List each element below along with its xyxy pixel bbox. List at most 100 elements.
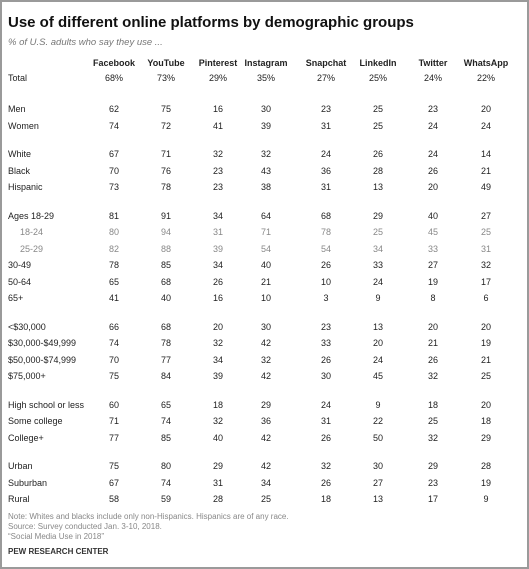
cell: 13 [372,321,384,332]
cell: 32 [260,149,272,159]
cell: 34 [372,243,384,254]
cell: 27 [372,477,384,488]
cell: 39 [212,371,224,381]
cell: 78 [108,260,120,270]
cell: 74 [108,338,120,348]
cell: 23 [212,182,224,192]
cell: 32 [320,461,332,471]
cell: 62 [108,104,120,114]
cell: 42 [260,432,272,443]
cell: 20 [427,182,439,192]
cell: 6 [483,293,489,303]
cell: 39 [260,120,272,131]
cell: 42 [260,338,272,348]
cell: 50 [372,432,384,443]
cell: 71 [108,416,120,426]
title: Use of different online platforms by dem… [8,14,414,31]
cell: 32 [212,149,224,159]
row-label: Hispanic [8,182,43,192]
cell: 32 [212,338,224,348]
cell: 22 [372,416,384,426]
cell: 68 [160,276,172,287]
cell: 72 [160,120,172,131]
column-header: Snapchat [305,58,347,68]
cell: 9 [483,494,489,504]
cell: 71 [160,149,172,159]
cell: 40 [160,293,172,303]
cell: 30 [320,371,332,381]
cell: 29 [260,399,272,410]
row-label: Women [8,120,39,131]
cell: 21 [480,354,492,365]
row-label: 30-49 [8,260,32,270]
cell: 88 [160,243,172,254]
cell: 59 [160,494,172,504]
cell: 29 [372,210,384,221]
cell: 9 [375,293,381,303]
note: Note: Whites and blacks include only non… [8,512,289,521]
cell: 84 [160,371,172,381]
cell: 18 [480,416,492,426]
cell: 80 [160,461,172,471]
cell: 28 [212,494,224,504]
cell: 24% [423,73,443,83]
cell: 66 [108,321,120,332]
cell: 77 [108,432,120,443]
subtitle: % of U.S. adults who say they use ... [8,37,163,48]
cell: 28 [372,165,384,176]
row-label: $75,000+ [8,371,46,381]
column-header: YouTube [147,58,185,68]
cell: 20 [480,321,492,332]
column-header: Twitter [418,58,448,68]
row-label: 65+ [8,293,24,303]
cell: 32 [260,354,272,365]
row-label: Suburban [8,477,48,488]
cell: 71 [260,227,272,237]
cell: 26 [427,165,439,176]
cell: 27 [480,210,492,221]
cell: 25 [372,120,384,131]
cell: 23 [212,165,224,176]
cell: 13 [372,182,384,192]
cell: 14 [480,149,492,159]
cell: 18 [427,399,439,410]
column-header: WhatsApp [463,58,509,68]
cell: 20 [372,338,384,348]
cell: 85 [160,260,172,270]
cell: 26 [320,260,332,270]
cell: 8 [430,293,436,303]
cell: 40 [427,210,439,221]
cell: 65 [160,399,172,410]
cell: 32 [427,432,439,443]
cell: 54 [260,243,272,254]
cell: 21 [480,165,492,176]
cell: 91 [160,210,172,221]
cell: 18 [212,399,224,410]
cell: 18 [320,494,332,504]
cell: 25 [427,416,439,426]
cell: 20 [212,321,224,332]
cell: 25 [480,371,492,381]
row-label: 25-29 [20,243,44,254]
cell: 20 [427,321,439,332]
cell: 19 [427,276,439,287]
cell: 39 [212,243,224,254]
cell: 36 [320,165,332,176]
cell: 24 [372,276,384,287]
cell: 67 [108,149,120,159]
row-label: White [8,149,32,159]
cell: 32 [480,260,492,270]
cell: 73% [156,73,176,83]
column-header: Facebook [92,58,136,68]
row-label: Men [8,104,26,114]
cell: 74 [160,477,172,488]
cell: 78 [320,227,332,237]
cell: 49 [480,182,492,192]
cell: 81 [108,210,120,221]
cell: 80 [108,227,120,237]
cell: 26 [212,276,224,287]
cell: 68% [104,73,124,83]
cell: 17 [480,276,492,287]
brand: PEW RESEARCH CENTER [8,547,109,556]
